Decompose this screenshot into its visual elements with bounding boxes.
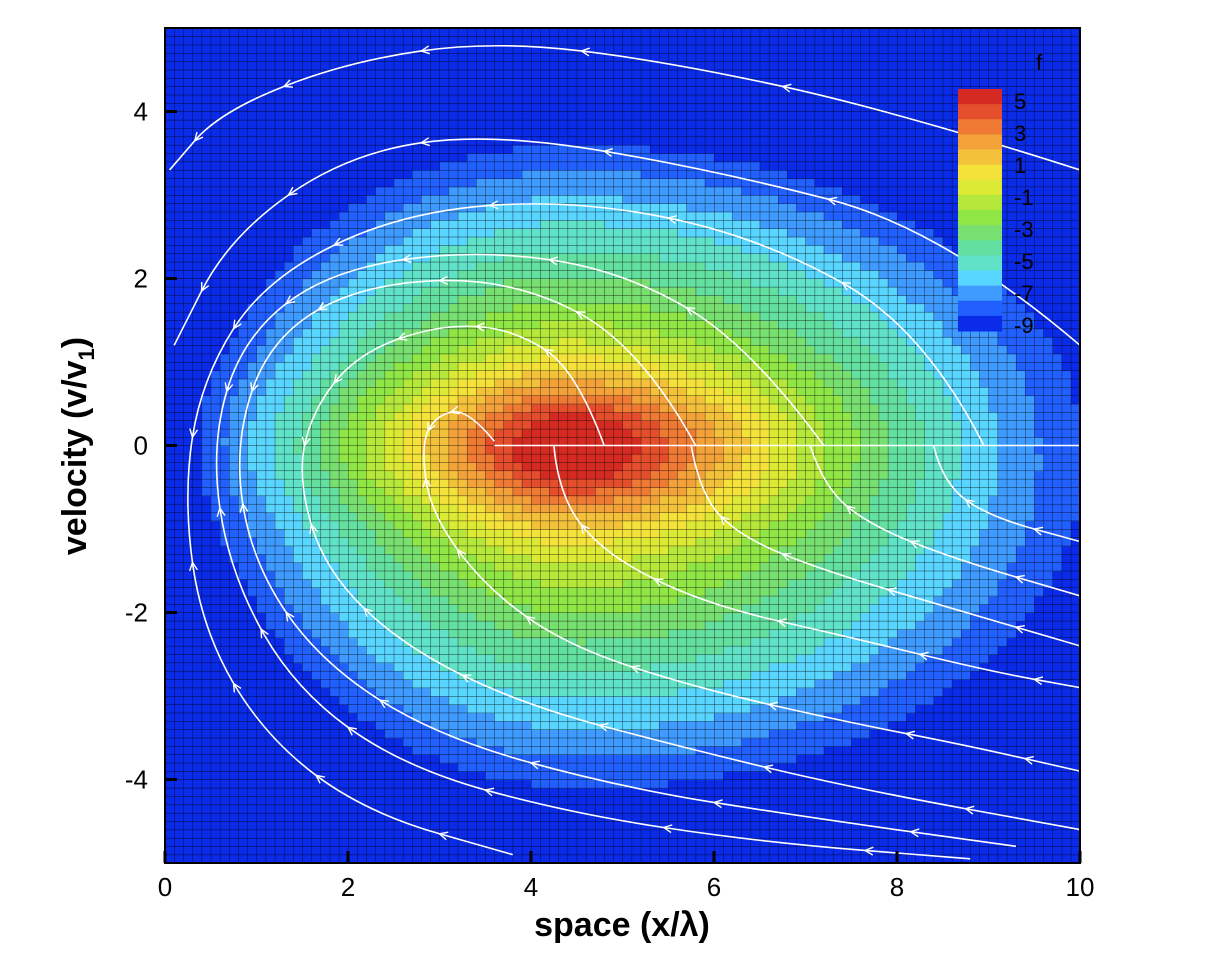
plot-area [164, 27, 1081, 864]
